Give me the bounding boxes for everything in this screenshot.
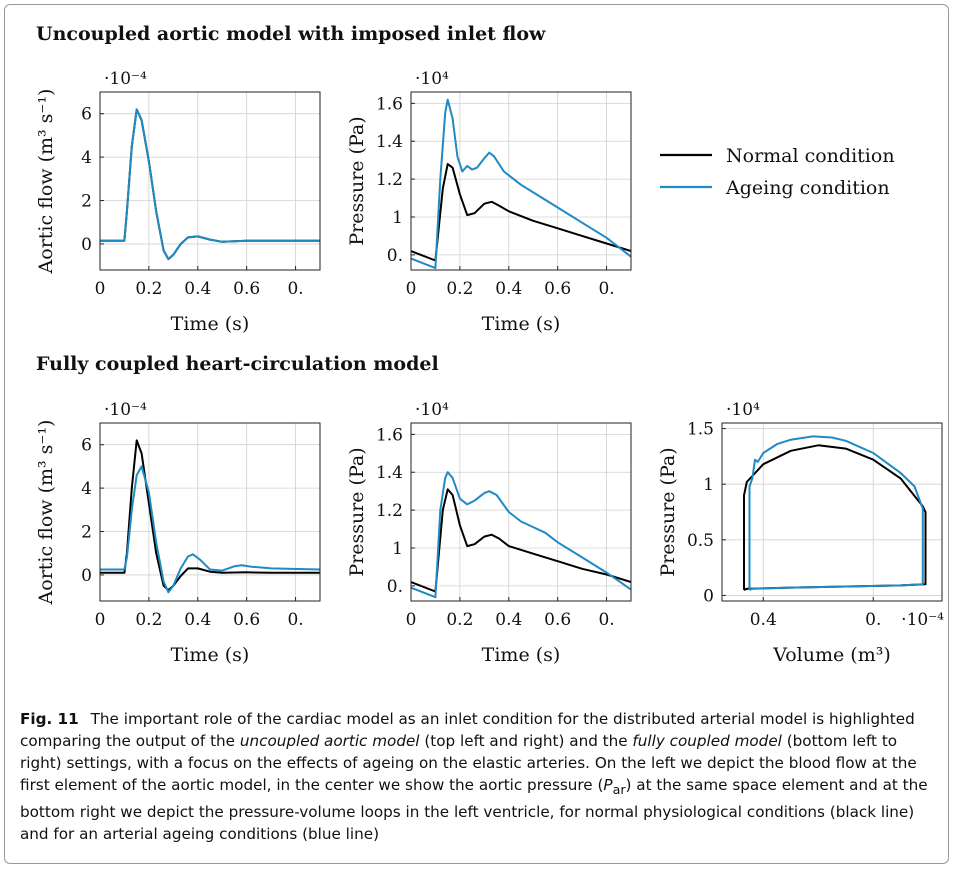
caption-symbol-p: P	[603, 776, 613, 794]
series-line	[411, 163, 631, 262]
y-axis-label: Pressure (Pa)	[657, 447, 679, 576]
x-tick-label: 0	[95, 279, 106, 299]
x-axis-label: Time (s)	[171, 644, 250, 666]
y-tick-label: 1.5	[687, 420, 714, 440]
y-scale-label: ·10⁴	[415, 69, 449, 89]
y-tick-label: 0.	[387, 246, 403, 266]
x-tick-label: 0.	[287, 610, 303, 630]
x-tick-label: 0.6	[233, 610, 260, 630]
x-tick-label: 0	[95, 610, 106, 630]
y-tick-label: 1.2	[376, 501, 403, 521]
y-tick-label: 0	[703, 586, 714, 606]
chart-pv-loop: 0.4 0. 0 0.5 1 1.5 ·10⁴ ·10⁻⁴ Volume (m³) Pressur…	[657, 400, 944, 666]
y-tick-label: 0	[81, 235, 92, 255]
y-tick-label: 1.6	[376, 425, 403, 445]
x-tick-label: 0.4	[750, 610, 777, 630]
figure-caption: Fig. 11 The important role of the cardiac…	[20, 708, 935, 845]
x-tick-label: 0.	[865, 610, 881, 630]
legend-label-ageing: Ageing condition	[725, 177, 890, 199]
y-scale-label: ·10⁻⁴	[104, 400, 147, 420]
y-axis-label: Pressure (Pa)	[346, 116, 368, 245]
chart-pressure-uncoupled: 0 0.2 0.4 0.6 0. 0. 1 1.2 1.4 1.6 ·10⁴ Time (s) Pres…	[346, 69, 632, 335]
x-axis-label: Volume (m³)	[772, 644, 891, 666]
caption-text-4: ) at the same space element and at the b…	[20, 776, 928, 844]
x-tick-label: 0.6	[544, 279, 571, 299]
caption-italic-coupled: fully coupled model	[632, 732, 782, 750]
y-tick-label: 2	[81, 192, 92, 212]
x-tick-label: 0.4	[495, 279, 522, 299]
plot-frame	[99, 91, 321, 271]
y-scale-label: ·10⁻⁴	[104, 69, 147, 89]
y-tick-label: 1	[392, 539, 403, 559]
y-tick-label: 4	[81, 148, 92, 168]
x-tick-label: 0.6	[233, 279, 260, 299]
chart-pressure-coupled: 0 0.2 0.4 0.6 0. 0. 1 1.2 1.4 1.6 ·10⁴ Time (s) Pres…	[346, 400, 632, 666]
caption-text-2: (top left and right) and the	[419, 732, 633, 750]
caption-label: Fig. 11	[20, 710, 79, 728]
x-tick-label: 0	[406, 279, 417, 299]
y-tick-label: 1.4	[376, 132, 403, 152]
x-tick-label: 0.6	[544, 610, 571, 630]
series-line	[100, 439, 320, 592]
y-axis-label: Aortic flow (m³ s⁻¹)	[35, 89, 57, 275]
y-axis-label: Pressure (Pa)	[346, 447, 368, 576]
x-tick-label: 0.	[287, 279, 303, 299]
section-title-top: Uncoupled aortic model with imposed inle…	[36, 23, 546, 45]
y-tick-label: 6	[81, 105, 92, 125]
series-line	[100, 108, 320, 261]
plot-frame	[410, 422, 632, 602]
y-tick-label: 1.2	[376, 170, 403, 190]
x-tick-label: 0.4	[184, 610, 211, 630]
chart-flow-uncoupled: 0 0.2 0.4 0.6 0. 0 2 4 6 ·10⁻⁴ Time (s) Aortic flow…	[35, 69, 321, 335]
y-tick-label: 2	[81, 523, 92, 543]
plot-frame	[410, 91, 632, 271]
chart-flow-coupled: 0 0.2 0.4 0.6 0. 0 2 4 6 ·10⁻⁴ Time (s) Aortic flow…	[35, 400, 321, 666]
legend-label-normal: Normal condition	[726, 145, 895, 167]
section-title-bottom: Fully coupled heart-circulation model	[36, 353, 439, 375]
caption-text-1: The important role of the cardiac model …	[20, 710, 915, 750]
figure-frame	[4, 4, 949, 864]
caption-text-3: (bottom left to right) settings, with a …	[20, 732, 917, 794]
y-tick-label: 0.5	[687, 531, 714, 551]
y-axis-label: Aortic flow (m³ s⁻¹)	[35, 420, 57, 606]
series-line	[411, 98, 631, 270]
x-tick-label: 0	[406, 610, 417, 630]
x-axis-label: Time (s)	[171, 313, 250, 335]
y-scale-label: ·10⁴	[726, 400, 760, 420]
y-tick-label: 1.6	[376, 94, 403, 114]
caption-symbol-sub: ar	[612, 782, 626, 798]
y-tick-label: 1.4	[376, 463, 403, 483]
x-axis-label: Time (s)	[482, 313, 561, 335]
plot-frame	[99, 422, 321, 602]
x-axis-label: Time (s)	[482, 644, 561, 666]
y-scale-label: ·10⁴	[415, 400, 449, 420]
series-line	[743, 444, 927, 591]
series-line	[100, 465, 320, 594]
legend: Normal condition Ageing condition	[660, 145, 895, 199]
series-line	[748, 435, 924, 591]
x-tick-label: 0.4	[184, 279, 211, 299]
x-tick-label: 0.2	[135, 279, 162, 299]
y-tick-label: 0.	[387, 577, 403, 597]
x-tick-label: 0.4	[495, 610, 522, 630]
y-tick-label: 4	[81, 479, 92, 499]
x-tick-label: 0.2	[446, 610, 473, 630]
x-tick-label: 0.	[598, 279, 614, 299]
x-tick-label: 0.2	[135, 610, 162, 630]
y-tick-label: 6	[81, 436, 92, 456]
series-line	[411, 488, 631, 593]
y-tick-label: 1	[392, 208, 403, 228]
y-tick-label: 0	[81, 566, 92, 586]
y-tick-label: 1	[703, 475, 714, 495]
series-line	[411, 471, 631, 599]
x-tick-label: 0.	[598, 610, 614, 630]
x-scale-label: ·10⁻⁴	[901, 610, 944, 630]
figure-canvas: Uncoupled aortic model with imposed inle…	[35, 23, 944, 666]
caption-italic-uncoupled: uncoupled aortic model	[239, 732, 420, 750]
x-tick-label: 0.2	[446, 279, 473, 299]
plot-frame	[721, 422, 943, 602]
